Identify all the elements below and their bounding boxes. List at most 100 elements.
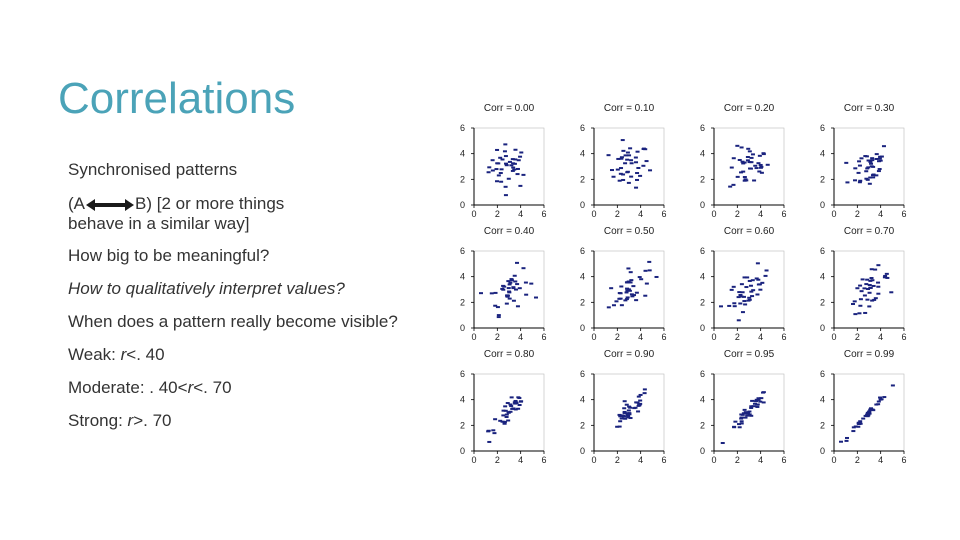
scatter-point — [629, 159, 634, 162]
scatter-point — [741, 162, 746, 165]
scatter-point — [857, 160, 862, 163]
scatter-point — [515, 167, 520, 170]
scatter-point — [499, 180, 504, 183]
scatter-panel: Corr = 0.50 0 2 4 6 0 2 4 6 — [580, 226, 667, 342]
scatter-point — [757, 170, 762, 173]
scatter-point — [614, 300, 619, 303]
x-tick-label: 2 — [615, 332, 620, 342]
scatter-point — [754, 398, 759, 401]
scatter-point — [859, 157, 864, 160]
scatter-point — [851, 303, 856, 306]
x-tick-label: 4 — [758, 455, 763, 465]
scatter-point — [742, 176, 747, 179]
scatter-point — [744, 286, 749, 289]
bullet-weak: Weak: r<. 40 — [68, 345, 165, 365]
scatter-point — [518, 155, 523, 158]
scatter-point — [739, 283, 744, 286]
y-tick-label: 4 — [460, 272, 465, 282]
scatter-point — [629, 162, 634, 165]
scatter-title: Corr = 0.20 — [724, 103, 775, 114]
scatter-point — [749, 156, 754, 159]
scatter-point — [858, 298, 863, 301]
scatter-point — [857, 164, 862, 167]
y-tick-label: 0 — [820, 446, 825, 456]
scatter-point — [856, 171, 861, 174]
scatter-point — [510, 169, 515, 172]
scatter-point — [620, 414, 625, 417]
scatter-point — [857, 312, 862, 315]
scatter-point — [495, 162, 500, 165]
scatter-point — [504, 164, 509, 167]
scatter-point — [622, 410, 627, 413]
scatter-point — [511, 166, 516, 169]
scatter-point — [857, 181, 862, 184]
scatter-point — [844, 161, 849, 164]
scatter-point — [749, 161, 754, 164]
scatter-point — [728, 185, 733, 188]
scatter-point — [618, 292, 623, 295]
scatter-point — [507, 290, 512, 293]
scatter-point — [615, 425, 620, 428]
scatter-point — [879, 398, 884, 401]
bullet-a-b-prefix: (A — [68, 194, 85, 213]
scatter-point — [631, 285, 636, 288]
scatter-point — [750, 399, 755, 402]
scatter-point — [513, 408, 518, 411]
scatter-point — [739, 416, 744, 419]
scatter-panel: Corr = 0.99 0 2 4 6 0 2 4 6 — [820, 349, 907, 465]
scatter-point — [510, 407, 515, 410]
x-tick-label: 2 — [615, 455, 620, 465]
scatter-point — [732, 302, 737, 305]
scatter-point — [870, 299, 875, 302]
x-tick-label: 2 — [495, 332, 500, 342]
x-tick-label: 2 — [615, 209, 620, 219]
scatter-point — [519, 400, 524, 403]
scatter-point — [758, 288, 763, 291]
y-tick-label: 2 — [580, 174, 585, 184]
x-tick-label: 6 — [661, 455, 666, 465]
y-tick-label: 6 — [580, 123, 585, 133]
scatter-point — [636, 166, 641, 169]
moderate-r: r — [187, 378, 194, 397]
scatter-point — [647, 269, 652, 272]
scatter-point — [756, 162, 761, 165]
scatter-point — [747, 413, 752, 416]
y-tick-label: 0 — [820, 200, 825, 210]
x-tick-label: 4 — [518, 332, 523, 342]
scatter-point — [751, 289, 756, 292]
scatter-point — [627, 413, 632, 416]
x-tick-label: 6 — [901, 209, 906, 219]
scatter-point — [885, 276, 890, 279]
scatter-point — [511, 287, 516, 290]
scatter-point — [862, 294, 867, 297]
scatter-point — [748, 284, 753, 287]
x-tick-label: 0 — [471, 455, 476, 465]
scatter-point — [761, 401, 766, 404]
scatter-point — [859, 290, 864, 293]
scatter-point — [750, 153, 755, 156]
scatter-point — [753, 164, 758, 167]
scatter-point — [500, 420, 505, 423]
scatter-point — [625, 413, 630, 416]
scatter-point — [609, 169, 614, 172]
scatter-point — [870, 157, 875, 160]
scatter-point — [754, 400, 759, 403]
y-tick-label: 4 — [700, 395, 705, 405]
scatter-point — [749, 290, 754, 293]
scatter-point — [496, 316, 501, 319]
scatter-point — [858, 179, 863, 182]
scatter-point — [865, 415, 870, 418]
scatter-title: Corr = 0.90 — [604, 349, 655, 360]
scatter-point — [494, 180, 499, 183]
scatter-point — [507, 283, 512, 286]
scatter-point — [874, 174, 879, 177]
scatter-point — [611, 175, 616, 178]
scatter-point — [625, 151, 630, 154]
x-tick-label: 0 — [591, 209, 596, 219]
scatter-point — [641, 147, 646, 150]
scatter-point — [500, 287, 505, 290]
scatter-point — [867, 410, 872, 413]
scatter-point — [758, 400, 763, 403]
scatter-point — [736, 423, 741, 426]
scatter-point — [629, 279, 634, 282]
